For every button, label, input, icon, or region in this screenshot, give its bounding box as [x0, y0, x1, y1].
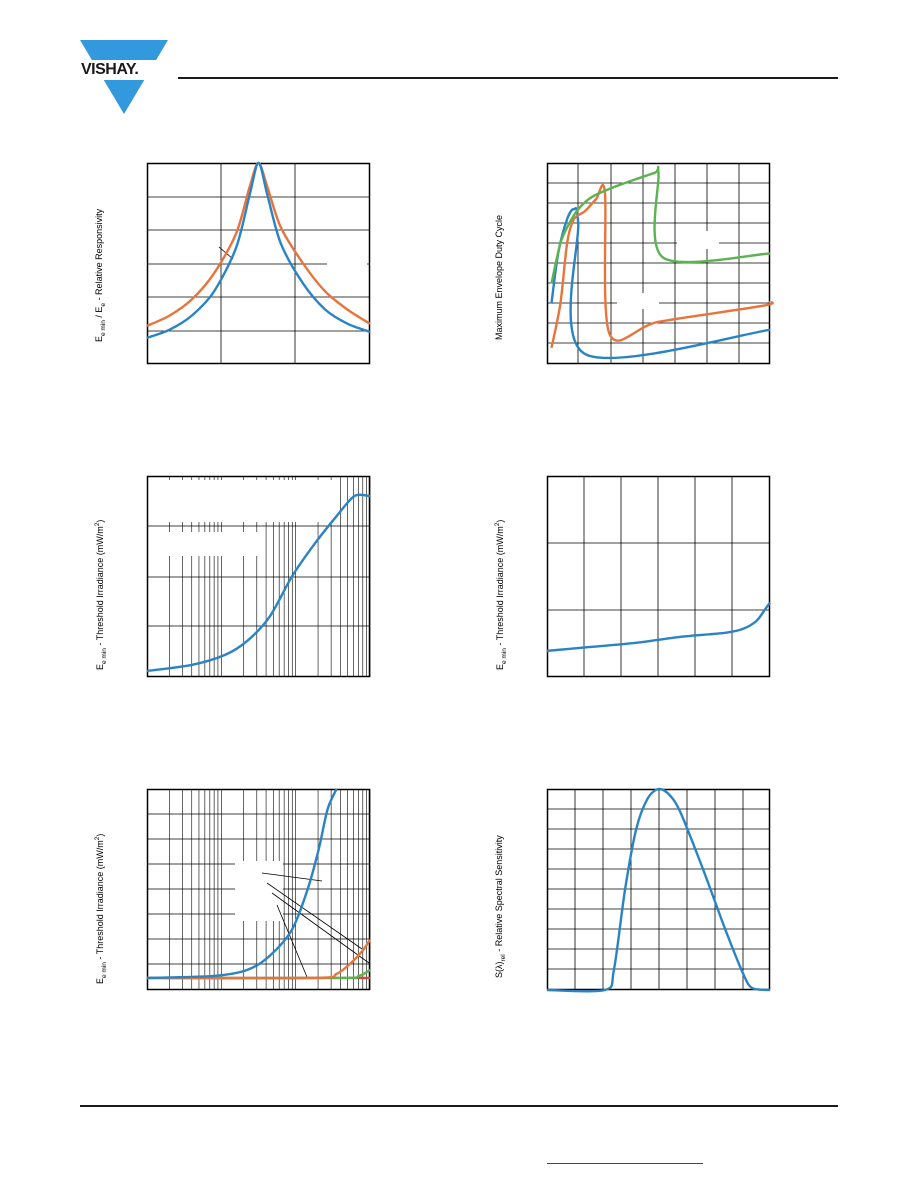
series-line-blue — [546, 787, 771, 993]
leader-lines — [261, 872, 370, 978]
footer-link-underline[interactable] — [547, 1163, 703, 1164]
chart-duty-cycle — [546, 162, 774, 365]
series-line-blue — [146, 788, 338, 980]
blank-label-box — [235, 861, 283, 921]
blank-label-box — [151, 480, 333, 522]
blank-label-box — [151, 532, 259, 556]
chart-2-ylabel: Maximum Envelope Duty Cycle — [494, 214, 504, 340]
series-line-blue — [546, 601, 771, 653]
plot-frame — [546, 162, 771, 365]
blank-label-box — [677, 231, 719, 249]
vishay-logo — [78, 40, 173, 114]
series-line-orange — [550, 183, 774, 349]
header-rule — [178, 77, 838, 79]
blank-label-box — [327, 253, 367, 271]
plot-frame — [546, 475, 771, 678]
plot-frame — [146, 475, 371, 678]
chart-4-ylabel: Ee min - Threshold Irradiance (mW/m2) — [494, 519, 508, 670]
chart-1-ylabel: Ee min / Ee - Relative Responsivity — [94, 208, 107, 342]
series-line-orange — [146, 939, 372, 980]
series-line-blue — [146, 493, 371, 673]
series-line-orange — [146, 161, 371, 327]
brand-wordmark: VISHAY. — [81, 61, 139, 78]
chart-threshold-irradiance-a — [146, 475, 371, 678]
chart-spectral-sensitivity — [546, 787, 771, 993]
series-line-green — [550, 165, 771, 284]
chart-relative-responsivity — [146, 161, 371, 365]
footer-rule — [80, 1105, 838, 1107]
chart-threshold-irradiance-c — [146, 788, 372, 991]
chart-threshold-irradiance-b — [546, 475, 771, 678]
plot-frame — [146, 788, 371, 991]
chart-3-ylabel: Ee min - Threshold Irradiance (mW/m2) — [94, 519, 108, 670]
series-line-blue — [146, 161, 371, 340]
chart-5-ylabel: Ee min - Threshold Irradiance (mW/m2) — [94, 833, 108, 984]
blank-label-box — [617, 293, 659, 309]
chart-6-ylabel: S(λ)rel - Relative Spectral Sensitivity — [494, 835, 507, 978]
